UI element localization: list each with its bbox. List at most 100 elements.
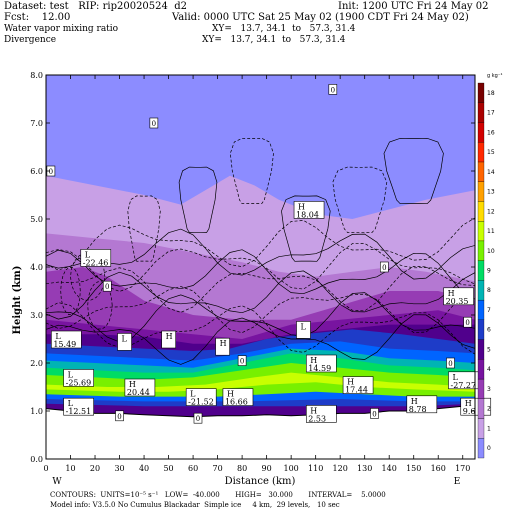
divergence-contour-0	[46, 314, 475, 365]
x-tick-label-0: 0	[43, 464, 48, 473]
svg-text:L: L	[85, 250, 91, 259]
colorbar-label-6: 6	[487, 327, 491, 334]
svg-text:L: L	[68, 399, 74, 408]
divergence-contour-15	[383, 137, 444, 205]
colorbar-swatch-14	[477, 161, 485, 182]
extremum-label-13: L-25.69	[63, 369, 94, 387]
extremum-label-2: H20.35	[443, 287, 474, 306]
svg-text:14.59: 14.59	[308, 364, 331, 373]
extremum-label-18: H	[215, 337, 230, 356]
extremum-label-14: L-12.51	[63, 397, 94, 416]
svg-text:9.6: 9.6	[463, 407, 476, 416]
x-tick-label-9: 90	[262, 464, 272, 473]
divergence-contour-4	[46, 270, 475, 320]
colorbar-label-11: 11	[487, 228, 495, 235]
svg-text:L: L	[55, 332, 61, 341]
divergence-contour-11	[178, 166, 218, 233]
svg-text:L: L	[190, 390, 196, 399]
divergence-contour-14	[332, 166, 388, 233]
colorbar-swatch-11	[477, 221, 485, 242]
x-tick-label-11: 110	[308, 464, 323, 473]
colorbar-swatch-7	[477, 299, 485, 320]
divergence-contour-8	[46, 228, 475, 280]
divergence-contour-10	[127, 195, 161, 262]
colorbar-swatch-9	[477, 260, 485, 281]
svg-text:-27.27: -27.27	[450, 381, 476, 390]
colorbar-swatch-3	[477, 378, 485, 399]
header-dataset: Dataset: test RIP: rip20020524 d2	[4, 1, 187, 12]
svg-text:0: 0	[240, 358, 244, 366]
colorbar-label-10: 10	[487, 248, 495, 255]
svg-text:L: L	[300, 322, 306, 331]
svg-text:L: L	[68, 370, 74, 379]
svg-text:-22.46: -22.46	[83, 258, 109, 267]
x-tick-label-2: 20	[90, 464, 100, 473]
svg-text:0: 0	[465, 319, 469, 327]
svg-text:20.44: 20.44	[127, 388, 150, 397]
colorbar-swatch-4	[477, 359, 485, 380]
svg-text:H: H	[220, 339, 227, 348]
svg-text:H: H	[465, 399, 472, 408]
svg-text:-25.69: -25.69	[66, 378, 92, 387]
svg-text:0: 0	[49, 168, 53, 176]
y-tick-label-2: 2.0	[30, 359, 43, 368]
colorbar-swatch-2	[477, 398, 485, 419]
x-tick-label-14: 140	[382, 464, 397, 473]
colorbar-swatch-13	[477, 181, 485, 202]
colorbar-label-17: 17	[487, 110, 495, 117]
colorbar-label-0: 0	[487, 445, 491, 452]
header-field2-xy: XY= 13.7, 34.1 to 57.3, 31.4	[202, 35, 346, 45]
x-tick-label-6: 60	[188, 464, 198, 473]
terrain	[46, 405, 475, 459]
colorbar-swatch-6	[477, 319, 485, 340]
x-tick-label-17: 170	[455, 464, 470, 473]
extremum-label-3: L	[296, 321, 311, 339]
zero-contour-label-3: 0	[102, 280, 112, 292]
svg-text:-21.52: -21.52	[188, 398, 214, 407]
x-axis-label: Distance (km)	[225, 476, 296, 487]
header-valid: Valid: 0000 UTC Sat 25 May 02 (1900 CDT …	[172, 12, 469, 23]
y-tick-label-3: 3.0	[30, 311, 43, 320]
colorbar-label-2: 2	[487, 406, 491, 413]
x-tick-label-4: 40	[139, 464, 149, 473]
extremum-label-16: L	[117, 333, 132, 351]
colorbar-swatch-15	[477, 142, 485, 163]
svg-text:-12.51: -12.51	[66, 407, 92, 416]
extremum-label-12: H20.44	[124, 378, 156, 397]
colorbar-label-9: 9	[487, 268, 491, 275]
svg-text:0: 0	[105, 283, 109, 291]
footer-model-info: Model info: V3.5.0 No Cumulus Blackadar …	[50, 501, 340, 509]
x-tick-label-3: 30	[114, 464, 124, 473]
svg-text:15.49: 15.49	[53, 340, 76, 349]
y-tick-label-1: 1.0	[30, 407, 43, 416]
svg-text:H: H	[310, 356, 317, 365]
x-endpoint-east: E	[454, 477, 461, 487]
divergence-contour-12	[229, 137, 274, 205]
zero-contour-label-4: 0	[379, 261, 389, 273]
svg-text:16.66: 16.66	[225, 398, 248, 407]
svg-text:H: H	[411, 397, 418, 406]
colorbar-label-15: 15	[487, 149, 495, 156]
divergence-contour-13	[281, 195, 331, 262]
colorbar-label-4: 4	[487, 366, 491, 373]
x-tick-label-7: 70	[213, 464, 223, 473]
extremum-label-5: H17.44	[342, 376, 374, 395]
divergence-contour-17	[70, 252, 106, 301]
divergence-contour-16	[60, 267, 81, 315]
svg-text:0: 0	[331, 86, 335, 94]
svg-text:L: L	[452, 373, 458, 382]
colorbar-label-16: 16	[487, 129, 495, 136]
x-tick-label-16: 160	[431, 464, 446, 473]
extremum-label-17: H	[161, 330, 176, 349]
header-field2-name: Divergence	[4, 35, 57, 45]
svg-text:H: H	[448, 289, 455, 298]
zero-contour-label-2: 0	[328, 84, 338, 95]
zero-contour-label-7: 0	[446, 357, 455, 369]
y-tick-label-8: 8.0	[30, 71, 43, 80]
x-tick-label-10: 100	[284, 464, 299, 473]
extremum-label-6: L-27.27	[448, 371, 479, 390]
y-tick-label-5: 5.0	[30, 215, 43, 224]
extremum-label-4: H14.59	[306, 354, 337, 373]
svg-text:0: 0	[448, 360, 452, 368]
y-tick-label-0: 0.0	[30, 455, 43, 464]
